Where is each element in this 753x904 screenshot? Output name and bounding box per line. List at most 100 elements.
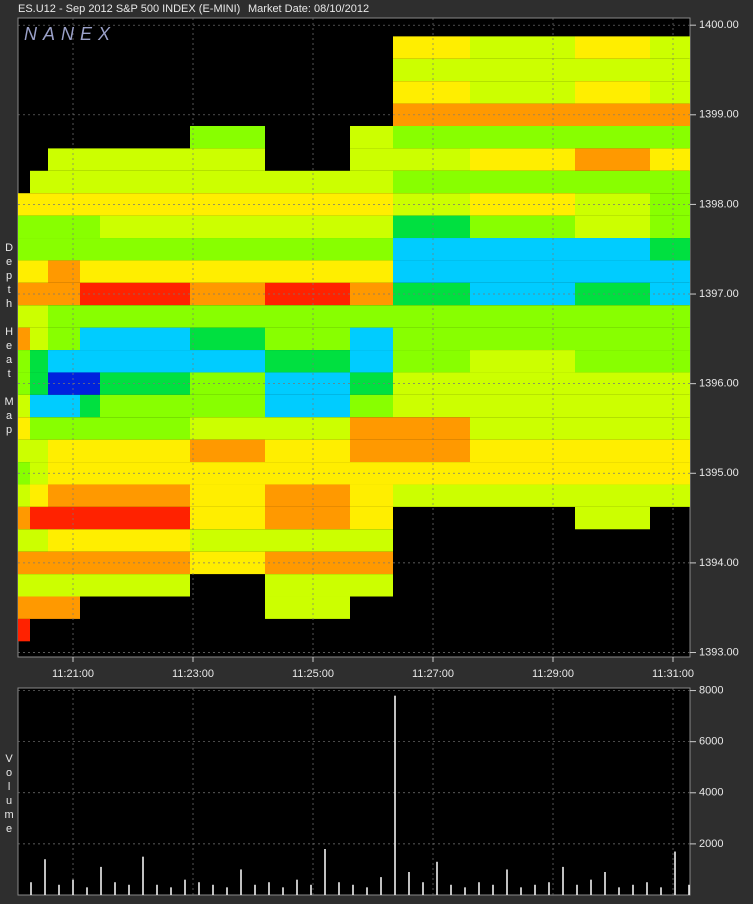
heat-cell — [265, 417, 350, 440]
heat-cell — [100, 529, 190, 552]
heat-cell — [18, 439, 30, 463]
heat-cell — [190, 506, 265, 530]
volume-bar — [72, 879, 74, 895]
volume-bar — [520, 887, 522, 895]
heat-cell — [350, 260, 393, 283]
heat-cell — [350, 125, 393, 149]
heat-cell — [393, 350, 470, 373]
y-tick-label: 8000 — [699, 684, 723, 696]
heat-cell — [48, 484, 80, 507]
volume-bar — [156, 884, 158, 895]
heat-cell — [350, 148, 393, 171]
volume-bar — [366, 887, 368, 895]
heat-cell — [575, 506, 650, 530]
volume-bar — [296, 879, 298, 895]
heat-cell — [190, 170, 265, 194]
heat-cell — [393, 484, 470, 507]
volume-y-label: Volume — [3, 753, 15, 837]
heat-cell — [30, 305, 48, 328]
volume-bar — [30, 882, 32, 895]
heat-cell — [265, 260, 350, 283]
heat-cell — [575, 282, 650, 306]
volume-bar — [576, 884, 578, 895]
heat-cell — [650, 484, 690, 507]
heat-cell — [100, 260, 190, 283]
heat-cell — [190, 372, 265, 395]
heat-cell — [265, 305, 350, 328]
heat-cell — [650, 260, 690, 283]
y-tick-label: 1400.00 — [699, 19, 739, 31]
heat-cell — [350, 238, 393, 261]
heat-cell — [265, 574, 350, 597]
heat-cell — [575, 215, 650, 239]
heat-cell — [470, 170, 575, 194]
heat-cell — [190, 551, 265, 575]
heat-cell — [190, 215, 265, 239]
volume-bar — [142, 856, 144, 895]
heat-cell — [48, 417, 80, 440]
heat-cell — [48, 260, 80, 283]
heat-cell — [30, 417, 48, 440]
volume-bar — [170, 887, 172, 895]
heat-cell — [350, 327, 393, 351]
heat-cell — [48, 238, 80, 261]
heat-cell — [30, 439, 48, 463]
heat-cell — [190, 282, 265, 306]
volume-bar — [198, 882, 200, 895]
heat-cell — [48, 215, 80, 239]
x-tick-label: 11:25:00 — [292, 668, 334, 680]
heat-cell — [350, 462, 393, 485]
heat-cell — [393, 36, 470, 59]
heat-cell — [30, 596, 48, 619]
heat-cell — [470, 193, 575, 216]
heat-cell — [350, 193, 393, 216]
heat-cell — [80, 238, 100, 261]
x-tick-label: 11:29:00 — [532, 668, 574, 680]
volume-bar — [590, 879, 592, 895]
heat-cell — [265, 372, 350, 395]
heat-cell — [18, 350, 30, 373]
heat-cell — [350, 372, 393, 395]
volume-bar — [632, 884, 634, 895]
heat-cell — [470, 439, 575, 463]
heat-cell — [30, 260, 48, 283]
volume-bar — [100, 866, 102, 895]
heat-cell — [470, 36, 575, 59]
y-tick-label: 1393.00 — [699, 646, 739, 658]
heat-cell — [48, 305, 80, 328]
heat-cell — [30, 484, 48, 507]
heat-cell — [350, 215, 393, 239]
volume-bar — [436, 861, 438, 895]
heat-cell — [575, 484, 650, 507]
heat-cell — [18, 327, 30, 351]
heat-cell — [80, 506, 100, 530]
volume-bar — [506, 869, 508, 895]
heat-cell — [265, 529, 350, 552]
heat-cell — [80, 484, 100, 507]
heat-cell — [100, 238, 190, 261]
heat-cell — [265, 506, 350, 530]
heat-cell — [18, 238, 30, 261]
heat-cell — [470, 305, 575, 328]
x-tick-label: 11:23:00 — [172, 668, 214, 680]
heatmap-y-label: Depth Heat Map — [3, 242, 15, 438]
heat-cell — [393, 125, 470, 149]
heat-cell — [470, 260, 575, 283]
heat-cell — [350, 529, 393, 552]
heat-cell — [350, 282, 393, 306]
heat-cell — [350, 506, 393, 530]
heat-cell — [575, 103, 650, 126]
heat-cell — [350, 350, 393, 373]
heat-cell — [30, 170, 48, 194]
heat-cell — [470, 125, 575, 149]
volume-bar — [86, 887, 88, 895]
volume-bar — [324, 849, 326, 895]
heat-cell — [350, 394, 393, 418]
y-tick-label: 1396.00 — [699, 378, 739, 390]
heat-cell — [18, 506, 30, 530]
heat-cell — [265, 215, 350, 239]
heat-cell — [575, 372, 650, 395]
heat-cell — [100, 215, 190, 239]
volume-bar — [44, 859, 46, 895]
